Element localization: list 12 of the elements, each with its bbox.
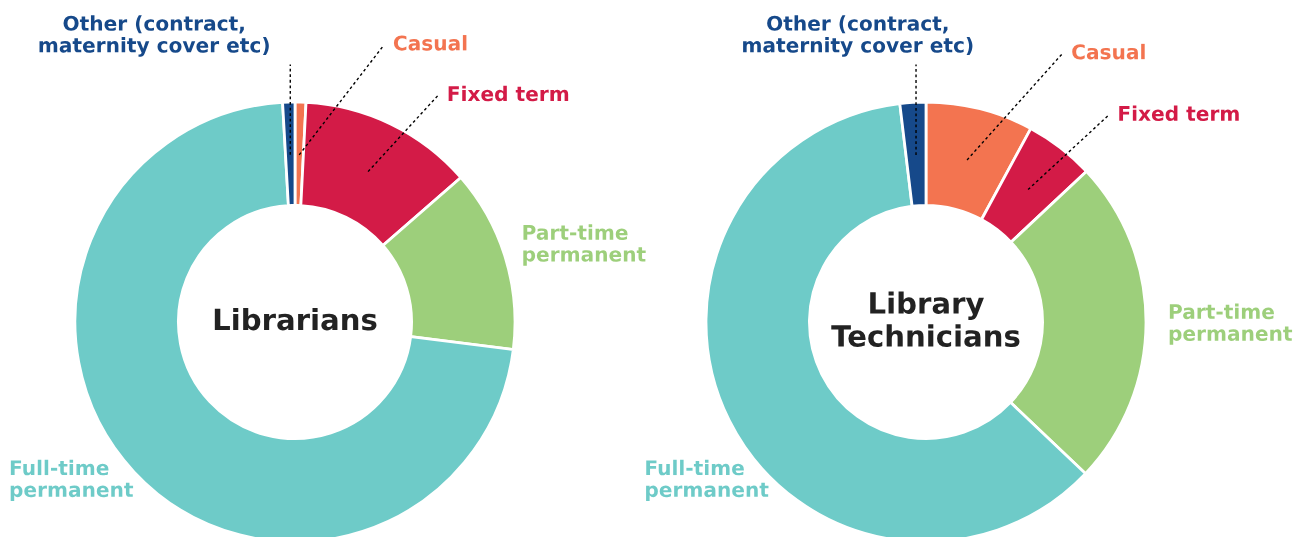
- slice-label: Part-time permanent: [1169, 303, 1293, 345]
- slice-label: Casual: [1072, 43, 1145, 60]
- slice-label: Other (contract, maternity cover etc): [39, 15, 269, 57]
- slice-label: Full-time permanent: [10, 459, 134, 502]
- slice-label: Fixed term: [1119, 105, 1239, 122]
- slice-label: Full-time permanent: [646, 459, 769, 502]
- slice-label: Casual: [393, 35, 467, 51]
- text: Library Technicians: [831, 291, 1020, 347]
- slice-label: Other (contract, maternity cover etc): [743, 15, 973, 57]
- text: Librarians: [214, 307, 377, 331]
- slice-label: Fixed term: [448, 85, 569, 102]
- slice-label: Part-time permanent: [523, 224, 646, 266]
